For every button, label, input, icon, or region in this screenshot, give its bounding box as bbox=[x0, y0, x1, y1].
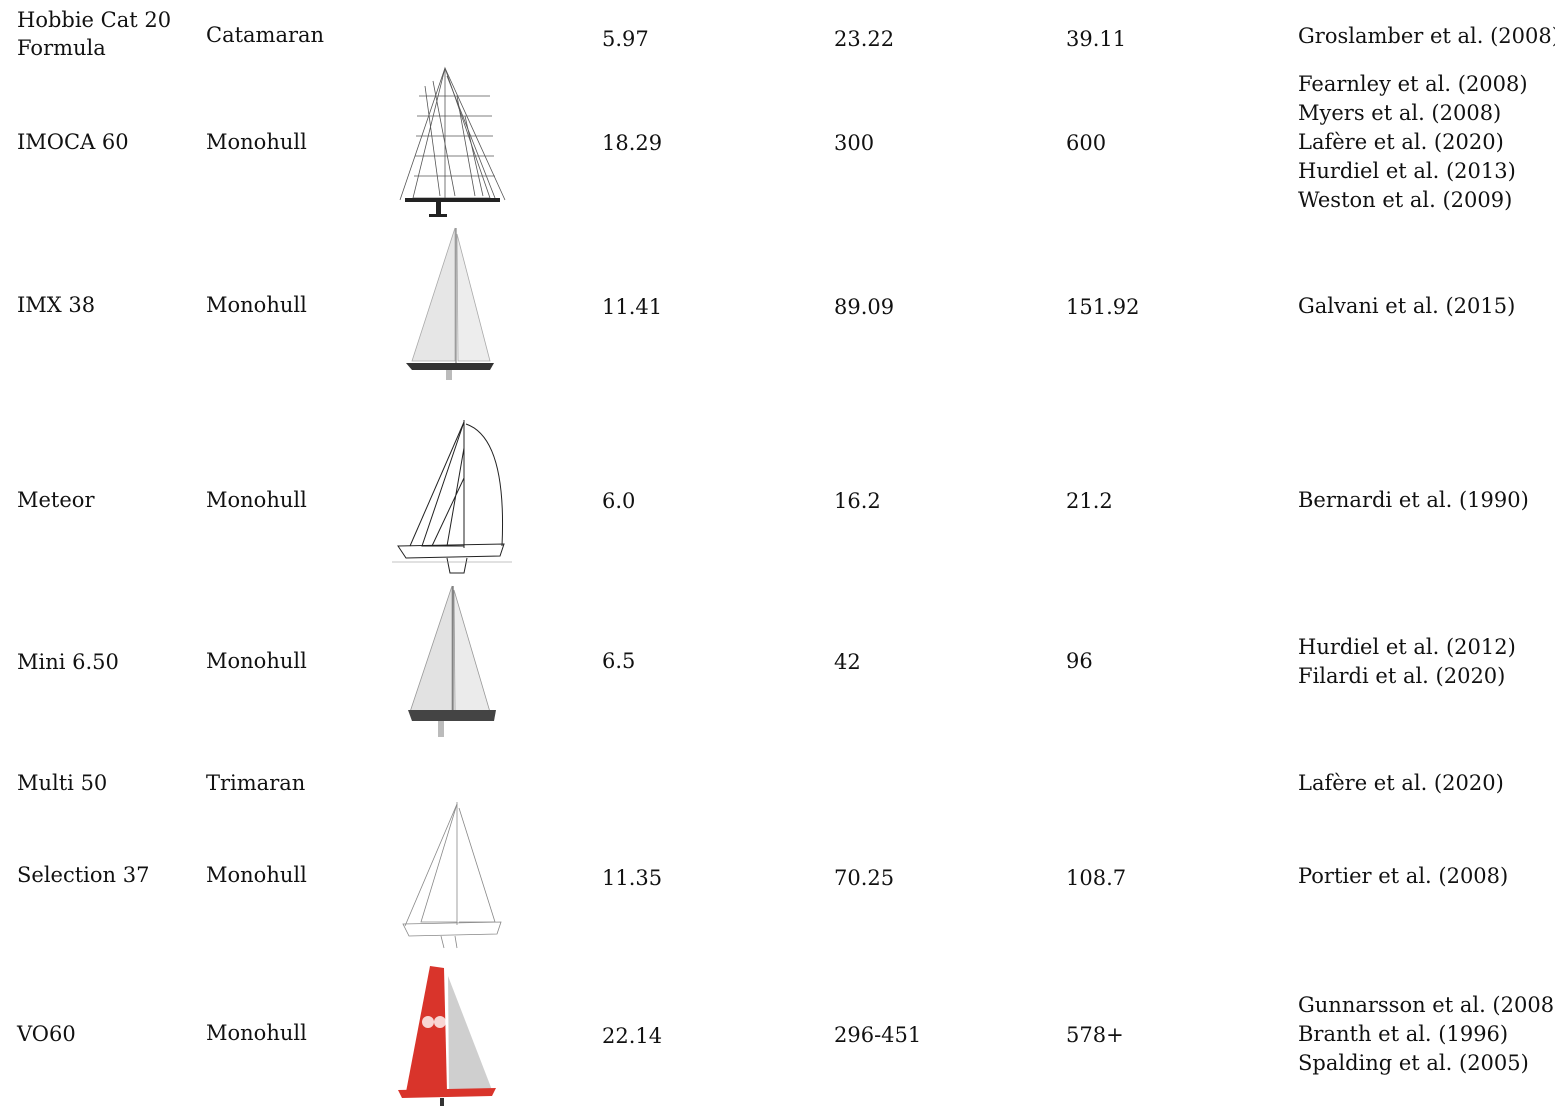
sail-area-a: 42 bbox=[834, 648, 861, 676]
mini650-sail-plan-image bbox=[398, 584, 502, 742]
vo60-sail-plan-image bbox=[392, 962, 502, 1107]
boat-length: 11.35 bbox=[602, 864, 662, 892]
sail-area-b: 96 bbox=[1066, 647, 1093, 675]
references: Bernardi et al. (1990) bbox=[1298, 486, 1529, 515]
reference: Galvani et al. (2015) bbox=[1298, 292, 1515, 321]
reference: Lafère et al. (2020) bbox=[1298, 128, 1528, 157]
boat-type: Catamaran bbox=[206, 21, 324, 49]
reference: Spalding et al. (2005) bbox=[1298, 1049, 1555, 1078]
reference: Groslamber et al. (2008) bbox=[1298, 22, 1555, 51]
reference: Filardi et al. (2020) bbox=[1298, 662, 1516, 691]
boat-name: Selection 37 bbox=[17, 861, 149, 889]
boat-name: Multi 50 bbox=[17, 769, 107, 797]
boat-length: 22.14 bbox=[602, 1022, 662, 1050]
boat-name-line2: Formula bbox=[17, 34, 171, 62]
boat-length: 18.29 bbox=[602, 129, 662, 157]
boat-name: IMOCA 60 bbox=[17, 128, 129, 156]
references: Lafère et al. (2020) bbox=[1298, 769, 1504, 798]
references: Portier et al. (2008) bbox=[1298, 862, 1508, 891]
sail-area-b: 600 bbox=[1066, 129, 1106, 157]
sail-area-a: 296-451 bbox=[834, 1021, 921, 1049]
sail-area-a: 300 bbox=[834, 129, 874, 157]
boat-name: IMX 38 bbox=[17, 291, 95, 319]
reference: Bernardi et al. (1990) bbox=[1298, 486, 1529, 515]
boat-length: 5.97 bbox=[602, 25, 649, 53]
sail-area-b: 108.7 bbox=[1066, 864, 1126, 892]
sail-area-b: 151.92 bbox=[1066, 293, 1139, 321]
boat-name: Meteor bbox=[17, 486, 94, 514]
boat-length: 6.5 bbox=[602, 647, 635, 675]
sail-area-a: 16.2 bbox=[834, 487, 881, 515]
table-row-hobbie-name: Hobbie Cat 20 Formula bbox=[17, 6, 171, 62]
reference: Hurdiel et al. (2012) bbox=[1298, 633, 1516, 662]
sail-area-a: 89.09 bbox=[834, 293, 894, 321]
sail-area-a: 23.22 bbox=[834, 25, 894, 53]
sail-area-b: 21.2 bbox=[1066, 487, 1113, 515]
selection37-sail-plan-image bbox=[397, 800, 507, 950]
imx38-sail-plan-image bbox=[398, 226, 498, 386]
boat-length: 6.0 bbox=[602, 487, 635, 515]
reference: Weston et al. (2009) bbox=[1298, 186, 1528, 215]
reference: Portier et al. (2008) bbox=[1298, 862, 1508, 891]
imoca-sail-plan-image bbox=[395, 66, 510, 218]
boat-name: Mini 6.50 bbox=[17, 648, 119, 676]
references: Groslamber et al. (2008) bbox=[1298, 22, 1555, 51]
reference: Branth et al. (1996) bbox=[1298, 1020, 1555, 1049]
meteor-sail-plan-image bbox=[392, 418, 512, 580]
boat-type: Monohull bbox=[206, 128, 307, 156]
boat-type: Monohull bbox=[206, 486, 307, 514]
references: Galvani et al. (2015) bbox=[1298, 292, 1515, 321]
boat-type: Monohull bbox=[206, 647, 307, 675]
references: Fearnley et al. (2008) Myers et al. (200… bbox=[1298, 70, 1528, 215]
boat-type: Monohull bbox=[206, 1019, 307, 1047]
boat-name: VO60 bbox=[17, 1020, 76, 1048]
references: Hurdiel et al. (2012) Filardi et al. (20… bbox=[1298, 633, 1516, 691]
boat-length: 11.41 bbox=[602, 293, 662, 321]
boat-name: Hobbie Cat 20 bbox=[17, 6, 171, 34]
reference: Myers et al. (2008) bbox=[1298, 99, 1528, 128]
sail-area-b: 39.11 bbox=[1066, 25, 1126, 53]
references: Gunnarsson et al. (2008) Branth et al. (… bbox=[1298, 991, 1555, 1078]
boat-type: Monohull bbox=[206, 291, 307, 319]
boat-type: Monohull bbox=[206, 861, 307, 889]
sail-area-a: 70.25 bbox=[834, 864, 894, 892]
sail-area-b: 578+ bbox=[1066, 1021, 1124, 1049]
reference: Lafère et al. (2020) bbox=[1298, 769, 1504, 798]
reference: Fearnley et al. (2008) bbox=[1298, 70, 1528, 99]
reference: Hurdiel et al. (2013) bbox=[1298, 157, 1528, 186]
boat-type: Trimaran bbox=[206, 769, 305, 797]
reference: Gunnarsson et al. (2008) bbox=[1298, 991, 1555, 1020]
